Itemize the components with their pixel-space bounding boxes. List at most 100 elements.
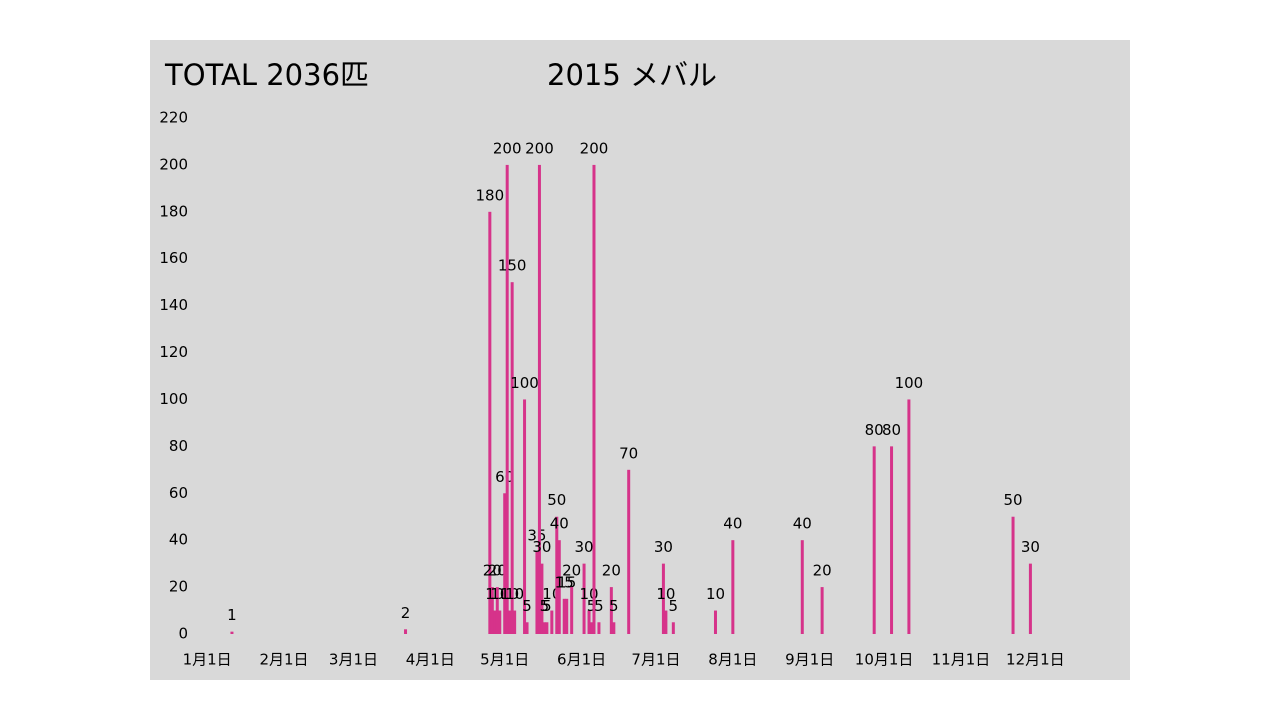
data-label: 50	[547, 491, 566, 509]
x-tick-label: 6月1日	[557, 651, 606, 669]
bar	[590, 622, 594, 634]
data-label: 20	[562, 562, 581, 580]
data-label: 10	[500, 585, 519, 603]
data-label: 30	[1021, 538, 1040, 556]
y-tick-label: 40	[169, 531, 188, 549]
bar	[230, 631, 234, 634]
bar	[582, 563, 586, 634]
bar	[404, 629, 408, 634]
data-label: 40	[723, 515, 742, 533]
data-label: 20	[483, 562, 502, 580]
bar	[713, 610, 717, 634]
y-tick-label: 100	[159, 390, 188, 408]
data-label: 10	[656, 585, 675, 603]
bar	[523, 399, 527, 634]
bar	[597, 622, 601, 634]
y-tick-label: 180	[159, 202, 188, 220]
data-label: 30	[532, 538, 551, 556]
y-tick-label: 120	[159, 343, 188, 361]
data-label: 20	[602, 562, 621, 580]
chart-title: 2015 メバル	[547, 58, 717, 92]
bar	[731, 540, 735, 634]
chart-subtitle: TOTAL 2036匹	[164, 58, 369, 92]
bar	[1011, 516, 1015, 634]
bar	[545, 622, 549, 634]
x-tick-label: 7月1日	[631, 651, 680, 669]
x-tick-label: 12月1日	[1006, 651, 1065, 669]
x-tick-label: 11月1日	[932, 651, 991, 669]
data-label: 150	[498, 257, 527, 275]
data-label: 5	[609, 597, 619, 615]
bar	[592, 164, 596, 634]
x-tick-label: 3月1日	[329, 651, 378, 669]
bar	[508, 610, 512, 634]
data-label: 10	[485, 585, 504, 603]
bar	[513, 610, 517, 634]
data-label: 5	[594, 597, 604, 615]
data-label: 50	[1004, 491, 1023, 509]
bar	[671, 622, 675, 634]
x-tick-label: 10月1日	[855, 651, 914, 669]
bar	[557, 540, 561, 634]
bar	[800, 540, 804, 634]
y-tick-label: 60	[169, 484, 188, 502]
bar	[565, 598, 569, 634]
bar	[907, 399, 911, 634]
bar	[890, 446, 894, 634]
data-label: 5	[669, 597, 679, 615]
data-label: 5	[540, 597, 550, 615]
data-label: 180	[476, 186, 505, 204]
bar	[550, 610, 554, 634]
bar	[661, 563, 665, 634]
bar	[820, 587, 824, 634]
bar	[555, 516, 559, 634]
x-tick-label: 8月1日	[708, 651, 757, 669]
bar	[537, 164, 541, 634]
bar	[510, 282, 514, 634]
data-label: 10	[706, 585, 725, 603]
data-label: 15	[557, 573, 576, 591]
x-tick-label: 9月1日	[785, 651, 834, 669]
y-tick-label: 200	[159, 155, 188, 173]
data-label: 20	[488, 562, 507, 580]
data-label: 100	[895, 374, 924, 392]
x-tick-label: 4月1日	[406, 651, 455, 669]
data-label: 20	[813, 562, 832, 580]
data-label: 200	[493, 139, 522, 157]
bar	[490, 587, 494, 634]
y-tick-label: 80	[169, 437, 188, 455]
bar	[495, 587, 499, 634]
data-label: 30	[654, 538, 673, 556]
data-label: 100	[510, 374, 539, 392]
y-tick-label: 140	[159, 296, 188, 314]
data-label: 5	[542, 597, 552, 615]
bar	[503, 493, 507, 634]
y-tick-label: 220	[159, 109, 188, 127]
bar	[488, 211, 492, 634]
data-label: 5	[522, 597, 532, 615]
y-tick-label: 0	[178, 625, 188, 643]
data-label: 60	[495, 468, 514, 486]
bar	[612, 622, 616, 634]
data-label: 70	[619, 444, 638, 462]
bar	[542, 622, 546, 634]
data-label: 80	[865, 421, 884, 439]
bar	[493, 610, 497, 634]
y-tick-label: 20	[169, 578, 188, 596]
y-tick-label: 160	[159, 249, 188, 267]
data-label: 15	[555, 573, 574, 591]
bar	[609, 587, 613, 634]
bar	[540, 563, 544, 634]
bar	[505, 164, 509, 634]
x-tick-label: 1月1日	[183, 651, 232, 669]
x-tick-label: 2月1日	[259, 651, 308, 669]
bar	[872, 446, 876, 634]
data-label: 2	[401, 604, 411, 622]
data-label: 10	[505, 585, 524, 603]
data-label: 40	[793, 515, 812, 533]
x-tick-label: 5月1日	[480, 651, 529, 669]
bar	[570, 587, 574, 634]
data-label: 35	[527, 526, 546, 544]
data-label: 1	[227, 606, 237, 624]
